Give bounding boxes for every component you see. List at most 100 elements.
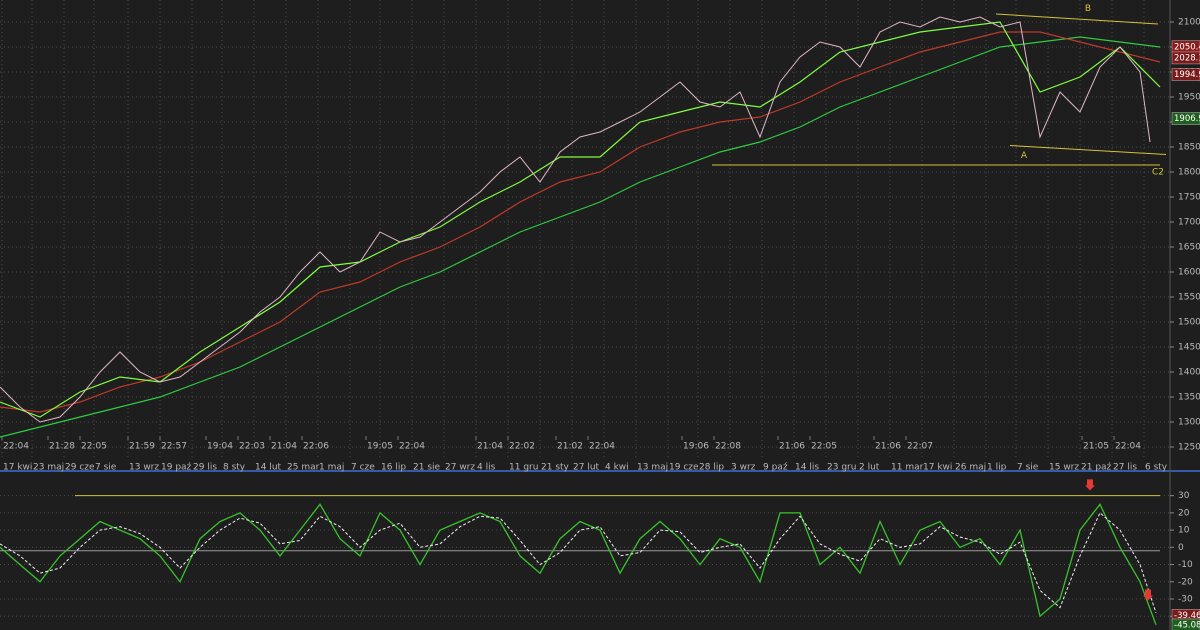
- y-tick-label: 30: [1178, 491, 1190, 501]
- x-tick-time-label: 22:04: [3, 442, 29, 452]
- y-tick-label: 1700: [1178, 218, 1200, 228]
- x-tick-time-label: 22:02: [509, 442, 535, 452]
- y-tick-label: 1850: [1178, 143, 1200, 153]
- price-tag-label: 2028.14: [1174, 53, 1200, 63]
- x-tick-time-label: 22:04: [399, 442, 425, 452]
- y-tick-label: 0: [1178, 543, 1184, 553]
- y-tick-label: 1250: [1178, 443, 1200, 453]
- x-tick-time-label: 21:04: [477, 442, 503, 452]
- x-tick-time-label: 22:07: [907, 442, 933, 452]
- x-tick-label: 14 lis: [795, 463, 819, 473]
- price-tag-label: 1906.90: [1174, 114, 1200, 124]
- x-tick-label: 9 paź: [763, 463, 788, 473]
- y-tick-label: -30: [1178, 595, 1193, 605]
- x-tick-label: 11 gru: [509, 463, 538, 473]
- price-tag: [1171, 112, 1200, 125]
- x-tick-label: 23 maj: [33, 463, 64, 473]
- x-tick-time-label: 19:06: [683, 442, 709, 452]
- price-tag: [1171, 68, 1200, 81]
- series-line: [0, 31, 1161, 413]
- x-tick-time-label: 21:02: [557, 442, 583, 452]
- x-tick-label: 25 mar: [287, 463, 320, 473]
- x-tick-time-label: 22:04: [589, 442, 615, 452]
- x-tick-time-label: 22:05: [811, 442, 837, 452]
- annotation: A: [1021, 151, 1028, 161]
- x-tick-label: 19 cze: [669, 463, 699, 473]
- y-tick-label: 1650: [1178, 243, 1200, 253]
- annotation: B: [1085, 4, 1091, 14]
- x-tick-time-label: 21:05: [1083, 442, 1109, 452]
- y-tick-label: -20: [1178, 577, 1193, 587]
- price-tag-label: -45.08: [1174, 620, 1200, 630]
- x-tick-time-label: 21:06: [779, 442, 805, 452]
- x-tick-time-label: 21:28: [49, 442, 75, 452]
- x-tick-label: 13 wrz: [129, 463, 159, 473]
- series-line: [0, 36, 1161, 438]
- x-tick-label: 28 lip: [699, 463, 724, 473]
- x-tick-label: 21 sty: [541, 463, 570, 473]
- signal-arrow: [1143, 589, 1153, 601]
- x-tick-time-label: 21:04: [271, 442, 297, 452]
- x-tick-time-label: 22:57: [161, 442, 187, 452]
- x-tick-label: 14 lut: [255, 463, 282, 473]
- x-tick-label: 29 cze: [65, 463, 95, 473]
- signal-arrow: [1085, 479, 1095, 491]
- x-tick-label: 27 lut: [573, 463, 600, 473]
- y-tick-label: 1750: [1178, 193, 1200, 203]
- y-tick-label: 10: [1178, 526, 1190, 536]
- series-line: [0, 503, 1157, 626]
- x-tick-time-label: 22:03: [239, 442, 265, 452]
- x-tick-label: 23 gru: [827, 463, 856, 473]
- y-tick-label: 1450: [1178, 343, 1200, 353]
- x-tick-label: 17 kwi: [3, 463, 32, 473]
- y-tick-label: 1950: [1178, 93, 1200, 103]
- x-tick-label: 16 lip: [381, 463, 406, 473]
- x-tick-time-label: 22:06: [303, 442, 329, 452]
- x-tick-time-label: 22:04: [1115, 442, 1141, 452]
- x-tick-label: 29 lis: [193, 463, 217, 473]
- x-tick-label: 7 sie: [1017, 463, 1039, 473]
- x-tick-time-label: 21:59: [129, 442, 155, 452]
- y-tick-label: -10: [1178, 560, 1193, 570]
- x-tick-label: 4 kwi: [605, 463, 629, 473]
- x-tick-time-label: 19:04: [207, 442, 233, 452]
- y-tick-label: 2100: [1178, 18, 1200, 28]
- x-tick-label: 1 lip: [987, 463, 1007, 473]
- x-tick-label: 7 cze: [351, 463, 375, 473]
- price-tag-label: 2050.47: [1174, 42, 1200, 52]
- x-tick-label: 21 paź: [1081, 463, 1112, 473]
- trend-line: [995, 13, 1159, 25]
- x-tick-time-label: 21:06: [875, 442, 901, 452]
- annotation: C2: [1152, 168, 1164, 178]
- series-line: [0, 512, 1157, 613]
- y-tick-label: 1600: [1178, 268, 1200, 278]
- x-tick-label: 6 sty: [1145, 463, 1168, 473]
- y-tick-label: 20: [1178, 508, 1190, 518]
- x-tick-label: 2 lut: [859, 463, 880, 473]
- x-tick-label: 13 maj: [637, 463, 668, 473]
- x-tick-time-label: 22:05: [81, 442, 107, 452]
- x-tick-label: 21 sie: [413, 463, 441, 473]
- y-tick-label: 1500: [1178, 318, 1200, 328]
- y-tick-label: 1300: [1178, 418, 1200, 428]
- x-tick-label: 27 wrz: [445, 463, 475, 473]
- x-tick-label: 11 mar: [891, 463, 924, 473]
- y-tick-label: 1800: [1178, 168, 1200, 178]
- y-tick-label: 1400: [1178, 368, 1200, 378]
- x-tick-label: 4 lis: [477, 463, 496, 473]
- x-tick-label: 19 paź: [161, 463, 192, 473]
- y-tick-label: 1350: [1178, 393, 1200, 403]
- x-tick-label: 15 wrz: [1049, 463, 1079, 473]
- price-tag: [1171, 51, 1200, 65]
- price-tag: [1171, 618, 1200, 630]
- x-tick-label: 27 lis: [1113, 463, 1137, 473]
- trend-line: [1009, 145, 1167, 155]
- y-tick-label: 1550: [1178, 293, 1200, 303]
- x-tick-label: 17 kwi: [923, 463, 952, 473]
- series-line: [0, 16, 1151, 423]
- x-tick-label: 8 sty: [223, 463, 246, 473]
- x-tick-time-label: 22:08: [715, 442, 741, 452]
- price-tag-label: 1994.96: [1174, 70, 1200, 80]
